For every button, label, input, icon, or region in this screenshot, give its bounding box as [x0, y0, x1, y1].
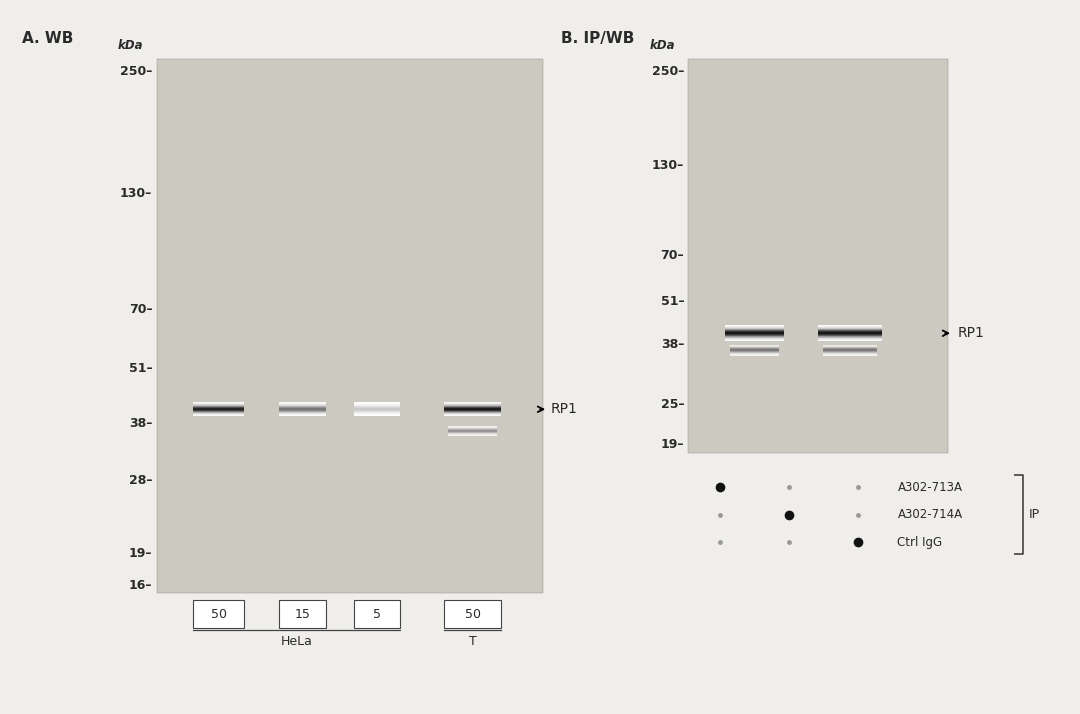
Text: 51–: 51–: [129, 362, 152, 375]
Text: 38–: 38–: [661, 338, 684, 351]
FancyBboxPatch shape: [157, 59, 542, 593]
Text: Ctrl IgG: Ctrl IgG: [897, 536, 943, 548]
FancyBboxPatch shape: [354, 600, 400, 628]
Text: IP: IP: [1028, 508, 1040, 521]
Text: 5: 5: [373, 608, 381, 620]
Text: A302-713A: A302-713A: [897, 481, 962, 494]
FancyBboxPatch shape: [688, 59, 948, 453]
Text: 50: 50: [464, 608, 481, 620]
Text: B. IP/WB: B. IP/WB: [562, 31, 635, 46]
Text: kDa: kDa: [118, 39, 144, 52]
FancyBboxPatch shape: [193, 600, 244, 628]
Text: A302-714A: A302-714A: [897, 508, 962, 521]
Text: 15: 15: [295, 608, 310, 620]
Text: 16–: 16–: [129, 579, 152, 592]
Text: 70–: 70–: [661, 249, 684, 262]
Text: 38–: 38–: [129, 417, 152, 430]
Text: 250–: 250–: [120, 65, 152, 78]
FancyBboxPatch shape: [444, 600, 501, 628]
Text: HeLa: HeLa: [281, 635, 312, 648]
Text: 25–: 25–: [661, 398, 684, 411]
Text: 130–: 130–: [120, 187, 152, 200]
Text: 19–: 19–: [129, 547, 152, 560]
Text: 50: 50: [211, 608, 227, 620]
FancyBboxPatch shape: [279, 600, 326, 628]
Text: 28–: 28–: [129, 474, 152, 487]
Text: 70–: 70–: [129, 303, 152, 316]
Text: 19–: 19–: [661, 438, 684, 451]
Text: 51–: 51–: [661, 295, 684, 308]
Text: 250–: 250–: [652, 65, 684, 78]
Text: A. WB: A. WB: [22, 31, 73, 46]
Text: RP1: RP1: [957, 326, 984, 341]
Text: 130–: 130–: [652, 159, 684, 173]
Text: kDa: kDa: [650, 39, 675, 52]
Text: T: T: [469, 635, 476, 648]
Text: RP1: RP1: [551, 402, 578, 416]
